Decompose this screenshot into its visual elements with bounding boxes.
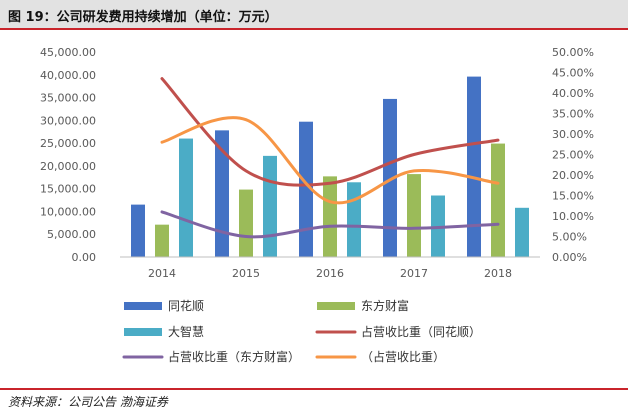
right-axis-tick-label: 35.00% [552, 108, 594, 121]
left-axis-tick-label: 5,000.00 [47, 228, 96, 241]
left-axis-tick-label: 30,000.00 [40, 114, 96, 127]
right-axis-tick-label: 30.00% [552, 128, 594, 141]
bar [347, 182, 361, 257]
right-axis-tick-label: 40.00% [552, 87, 594, 100]
bar [467, 76, 481, 257]
bar [491, 143, 505, 257]
series-line [160, 77, 500, 187]
bar [215, 130, 229, 257]
bar [239, 189, 253, 257]
x-axis-tick-label: 2016 [316, 267, 344, 280]
figure-title: 图 19：公司研发费用持续增加（单位：万元） [8, 10, 278, 25]
rd-expense-chart: 0.00 5,000.00 10,000.00 15,000.00 20,000.00 2… [40, 46, 594, 364]
legend-swatch [124, 328, 162, 336]
bar [299, 121, 313, 257]
series-line [160, 116, 500, 205]
right-axis-tick-label: 50.00% [552, 46, 594, 59]
legend-label: 大智慧 [168, 324, 204, 339]
bar [131, 204, 145, 257]
x-axis-tick-label: 2018 [484, 267, 512, 280]
bar [407, 174, 421, 257]
bar [323, 176, 337, 257]
series-line [160, 210, 500, 239]
legend-label: 同花顺 [168, 298, 204, 313]
legend-label: 占营收比重（东方财富） [168, 349, 300, 364]
bar [263, 155, 277, 257]
left-axis-tick-label: 15,000.00 [40, 183, 96, 196]
left-axis-tick-label: 10,000.00 [40, 205, 96, 218]
left-axis-tick-label: 20,000.00 [40, 160, 96, 173]
right-axis-tick-label: 15.00% [552, 190, 594, 203]
bar [155, 224, 169, 257]
legend-label: 占营收比重（同花顺） [361, 324, 481, 339]
x-axis-tick-label: 2015 [232, 267, 260, 280]
x-axis-tick-label: 2014 [148, 267, 176, 280]
bar [383, 98, 397, 257]
left-axis-tick-label: 40,000.00 [40, 69, 96, 82]
right-axis-tick-label: 10.00% [552, 210, 594, 223]
figure-title-bar: 图 19：公司研发费用持续增加（单位：万元） [0, 0, 628, 30]
bar [515, 207, 529, 257]
legend-label: 东方财富 [361, 298, 409, 313]
footer-divider [0, 388, 628, 390]
left-axis-tick-label: 35,000.00 [40, 92, 96, 105]
left-axis-tick-label: 45,000.00 [40, 46, 96, 59]
left-axis-tick-label: 25,000.00 [40, 137, 96, 150]
right-axis-tick-label: 20.00% [552, 169, 594, 182]
left-axis-tick-label: 0.00 [72, 251, 97, 264]
right-axis-tick-label: 25.00% [552, 149, 594, 162]
legend-swatch [124, 302, 162, 310]
right-axis-tick-label: 5.00% [552, 231, 587, 244]
right-axis-tick-label: 45.00% [552, 67, 594, 80]
x-axis-tick-label: 2017 [400, 267, 428, 280]
right-axis-tick-label: 0.00% [552, 251, 587, 264]
bar [179, 138, 193, 257]
source-note: 资料来源：公司公告 渤海证券 [8, 395, 168, 409]
legend-swatch [317, 302, 355, 310]
legend-label: （占营收比重） [361, 349, 445, 364]
